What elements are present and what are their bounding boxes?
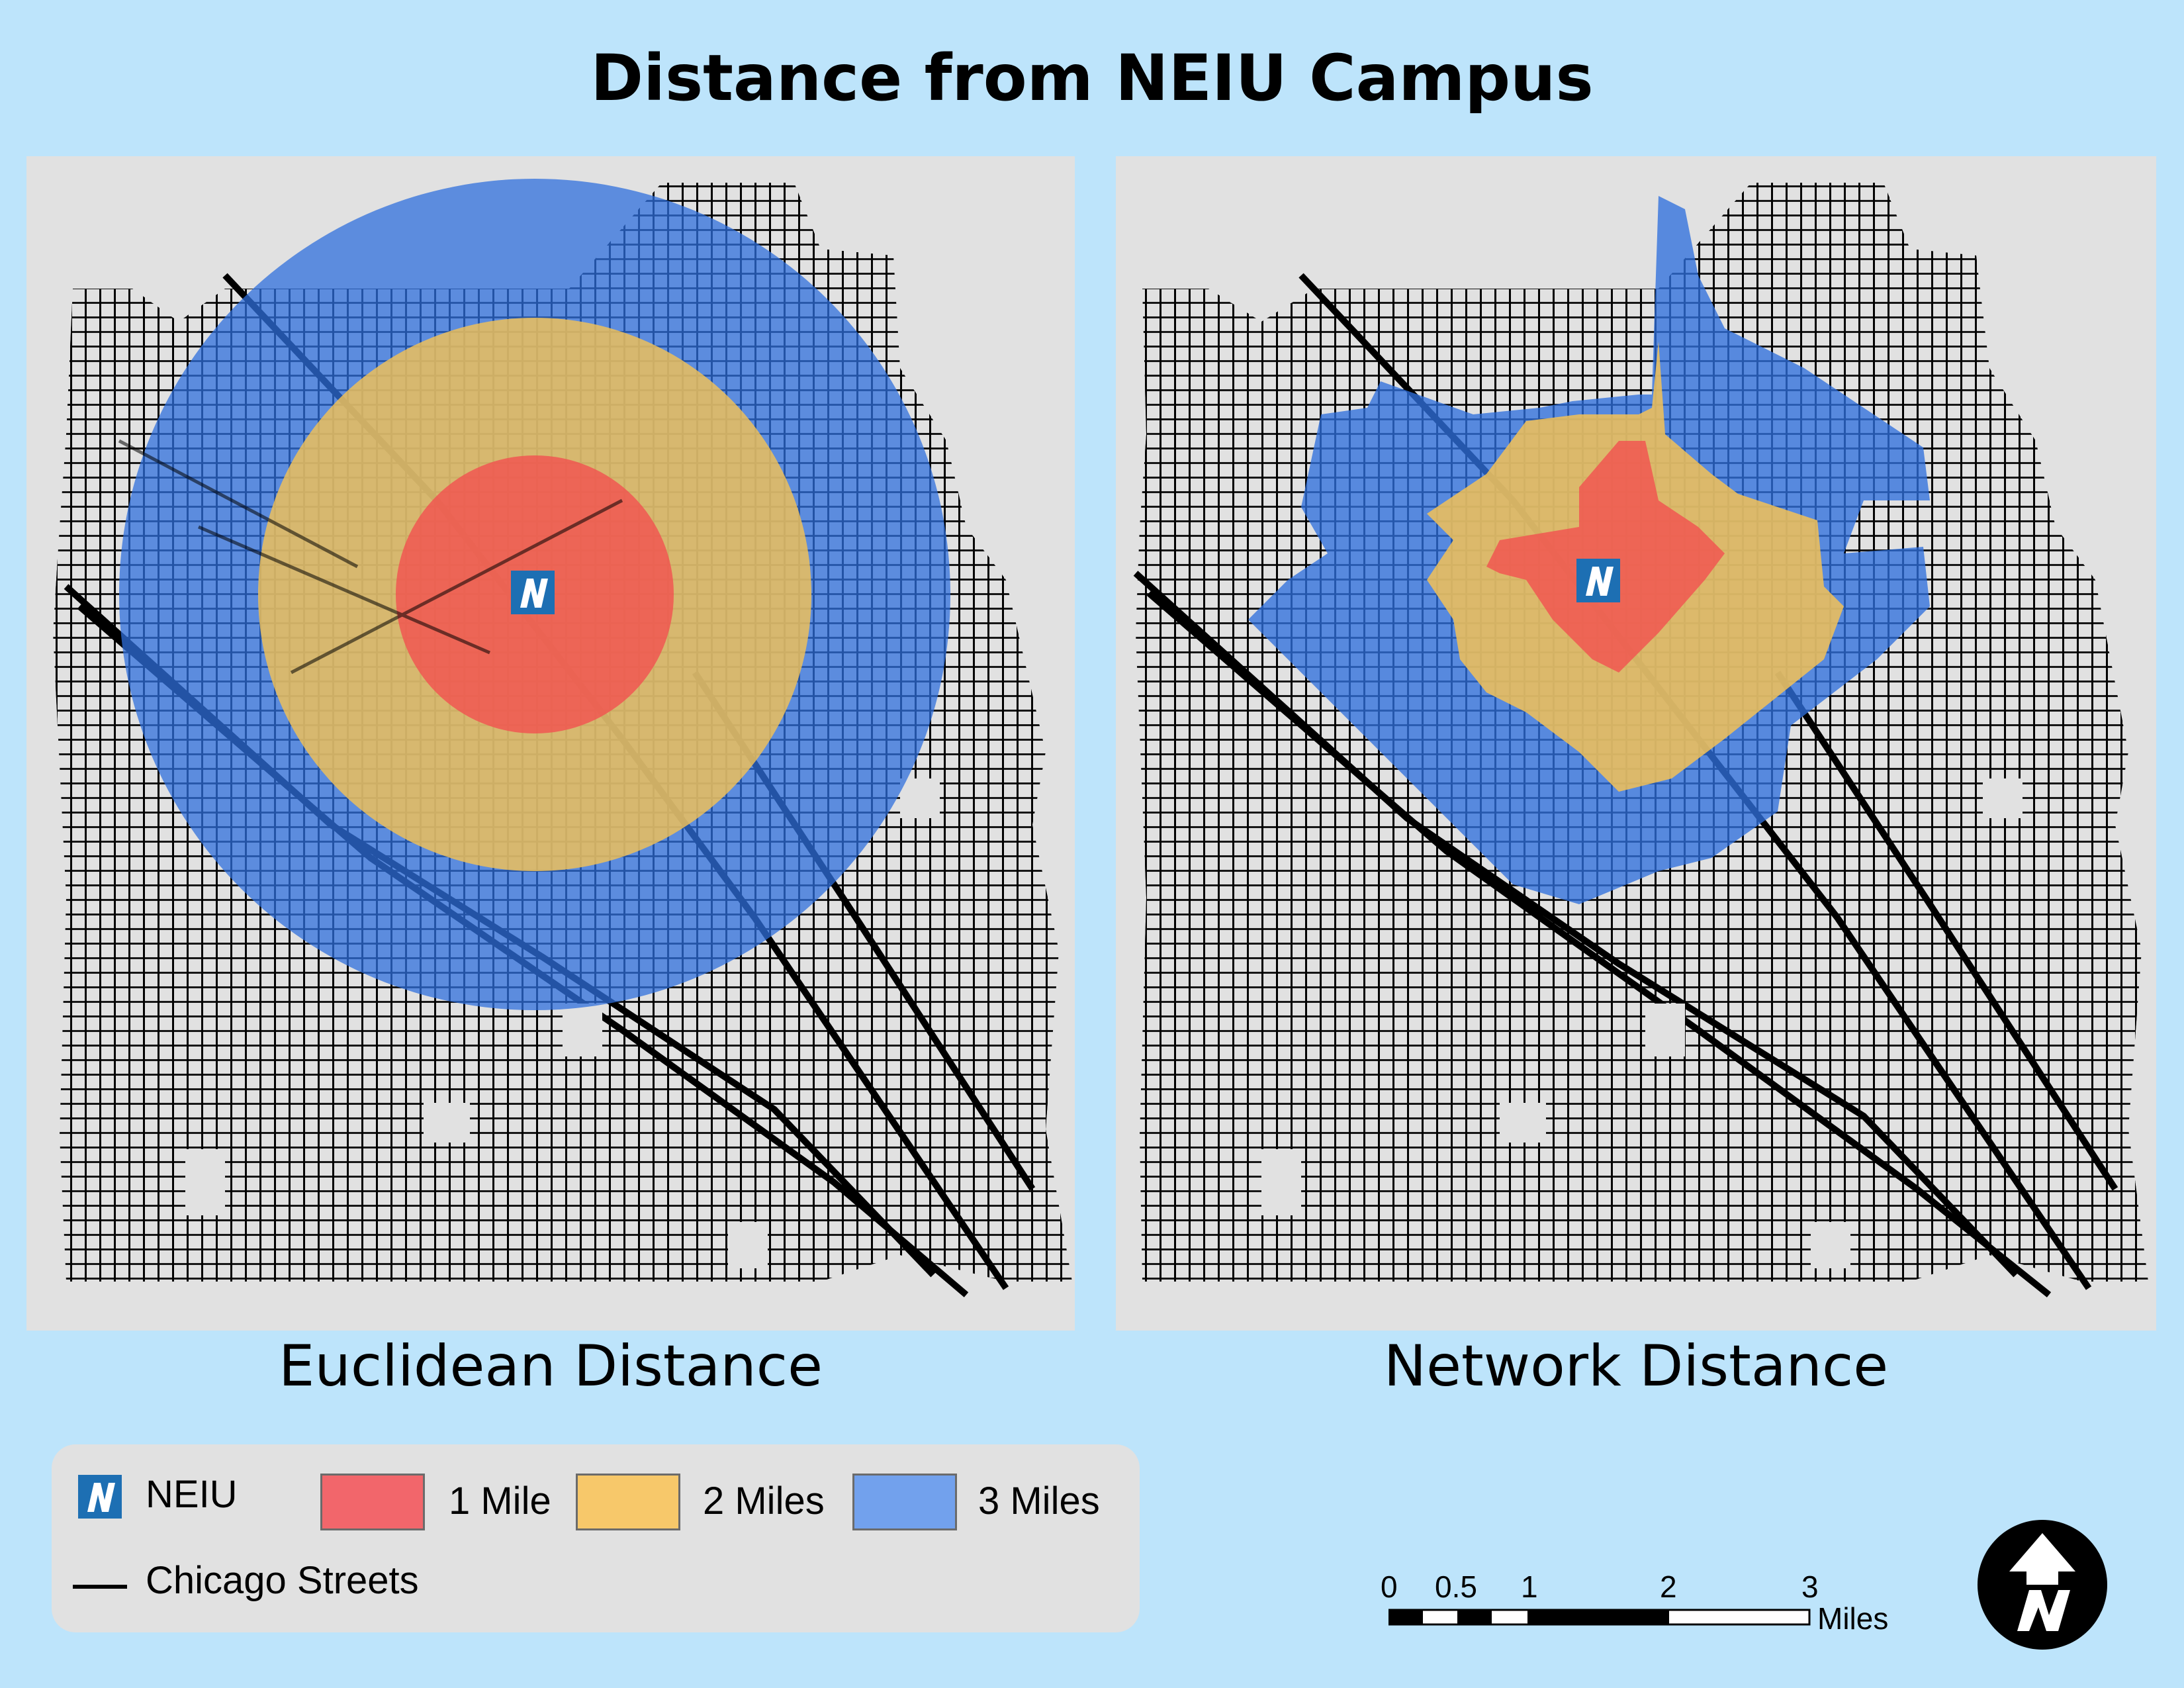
euclidean-map-panel [26, 156, 1075, 1331]
north-arrow-icon [1976, 1519, 2109, 1651]
neiu-logo-icon [511, 571, 555, 614]
scale-bar [1387, 1607, 1812, 1627]
neiu-logo-icon [1576, 559, 1620, 602]
scale-tick-0: 0 [1381, 1570, 1398, 1604]
scale-tick-half: 0.5 [1435, 1570, 1477, 1604]
scale-tick-3: 3 [1801, 1570, 1819, 1604]
legend-three-mile-label: 3 Miles [978, 1479, 1100, 1523]
legend-neiu-label: NEIU [146, 1473, 238, 1516]
network-map [1133, 183, 2148, 1297]
legend-two-mile-label: 2 Miles [703, 1479, 825, 1523]
legend-three-mile-swatch [852, 1474, 957, 1530]
network-caption: Network Distance [1383, 1333, 1889, 1399]
legend: NEIU 1 Mile 2 Miles 3 Miles Chicago Stre… [52, 1444, 1140, 1632]
legend-one-mile-swatch [320, 1474, 425, 1530]
street-line-symbol [73, 1585, 127, 1589]
scale-tick-2: 2 [1660, 1570, 1677, 1604]
neiu-logo-icon [78, 1475, 122, 1519]
scale-unit: Miles [1817, 1601, 1889, 1636]
euclidean-map [53, 179, 1072, 1297]
one-mile-zone [1486, 441, 1725, 673]
legend-streets-label: Chicago Streets [146, 1559, 419, 1602]
euclidean-caption: Euclidean Distance [279, 1333, 823, 1399]
legend-two-mile-swatch [576, 1474, 680, 1530]
legend-one-mile-label: 1 Mile [449, 1479, 551, 1523]
map-title: Distance from NEIU Campus [590, 41, 1594, 115]
network-map-panel [1116, 156, 2156, 1331]
scale-tick-1: 1 [1521, 1570, 1538, 1604]
